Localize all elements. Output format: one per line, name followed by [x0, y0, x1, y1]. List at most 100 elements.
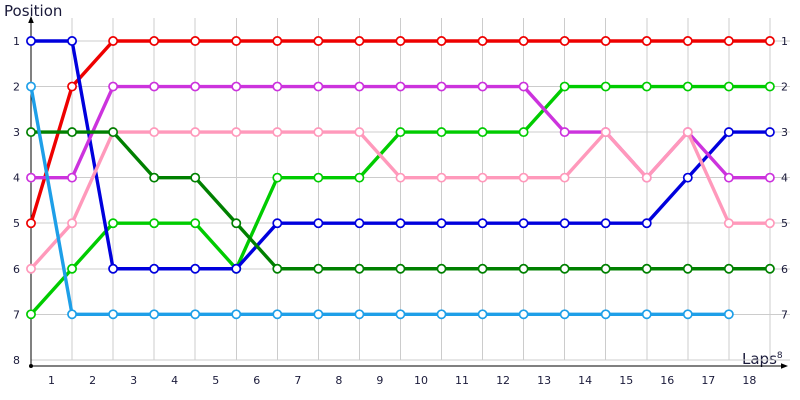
series-marker[interactable] — [149, 218, 160, 229]
series-marker[interactable] — [26, 127, 36, 138]
series-marker[interactable] — [600, 263, 611, 274]
series-marker[interactable] — [313, 172, 324, 183]
series-marker[interactable] — [26, 36, 36, 46]
series-marker[interactable] — [723, 127, 734, 138]
series-marker[interactable] — [190, 81, 201, 92]
series-marker[interactable] — [231, 36, 242, 46]
series-marker[interactable] — [272, 218, 283, 229]
series-marker[interactable] — [26, 309, 36, 320]
series-marker[interactable] — [559, 36, 570, 46]
series-marker[interactable] — [108, 263, 119, 274]
series-marker[interactable] — [108, 218, 119, 229]
series-marker[interactable] — [313, 36, 324, 46]
series-marker[interactable] — [682, 263, 693, 274]
series-marker[interactable] — [231, 263, 242, 274]
series-marker[interactable] — [436, 81, 447, 92]
series-marker[interactable] — [559, 263, 570, 274]
series-marker[interactable] — [641, 263, 652, 274]
series-marker[interactable] — [600, 218, 611, 229]
series-marker[interactable] — [723, 218, 734, 229]
series-marker[interactable] — [231, 309, 242, 320]
series-marker[interactable] — [723, 309, 734, 320]
series-marker[interactable] — [764, 81, 775, 92]
series-marker[interactable] — [190, 263, 201, 274]
series-marker[interactable] — [682, 127, 693, 138]
series-car-cyan[interactable] — [26, 81, 734, 320]
series-marker[interactable] — [764, 36, 775, 46]
series-marker[interactable] — [108, 81, 119, 92]
series-marker[interactable] — [26, 172, 36, 183]
series-marker[interactable] — [477, 218, 488, 229]
series-marker[interactable] — [190, 36, 201, 46]
series-marker[interactable] — [67, 81, 78, 92]
series-marker[interactable] — [723, 81, 734, 92]
series-marker[interactable] — [67, 127, 78, 138]
series-marker[interactable] — [313, 263, 324, 274]
series-car-red[interactable] — [26, 36, 775, 229]
series-marker[interactable] — [354, 81, 365, 92]
series-marker[interactable] — [518, 218, 529, 229]
series-marker[interactable] — [518, 309, 529, 320]
series-marker[interactable] — [149, 127, 160, 138]
series-marker[interactable] — [272, 81, 283, 92]
series-marker[interactable] — [190, 172, 201, 183]
series-marker[interactable] — [682, 81, 693, 92]
series-marker[interactable] — [26, 218, 36, 229]
series-car-blue[interactable] — [26, 36, 775, 274]
series-marker[interactable] — [313, 81, 324, 92]
series-marker[interactable] — [354, 172, 365, 183]
series-marker[interactable] — [395, 81, 406, 92]
series-car-green-dark[interactable] — [26, 127, 775, 274]
series-marker[interactable] — [231, 218, 242, 229]
series-marker[interactable] — [313, 127, 324, 138]
series-marker[interactable] — [67, 172, 78, 183]
series-marker[interactable] — [559, 309, 570, 320]
series-marker[interactable] — [272, 36, 283, 46]
series-marker[interactable] — [272, 309, 283, 320]
series-marker[interactable] — [559, 81, 570, 92]
series-marker[interactable] — [723, 36, 734, 46]
series-marker[interactable] — [477, 81, 488, 92]
series-marker[interactable] — [67, 263, 78, 274]
series-marker[interactable] — [190, 127, 201, 138]
series-marker[interactable] — [108, 309, 119, 320]
series-marker[interactable] — [600, 309, 611, 320]
series-marker[interactable] — [190, 218, 201, 229]
series-marker[interactable] — [764, 172, 775, 183]
series-car-pink[interactable] — [26, 127, 775, 274]
series-marker[interactable] — [149, 263, 160, 274]
series-marker[interactable] — [764, 263, 775, 274]
series-marker[interactable] — [682, 172, 693, 183]
series-marker[interactable] — [231, 81, 242, 92]
series-marker[interactable] — [190, 309, 201, 320]
series-marker[interactable] — [108, 36, 119, 46]
series-marker[interactable] — [436, 127, 447, 138]
series-marker[interactable] — [108, 127, 119, 138]
series-marker[interactable] — [600, 127, 611, 138]
series-marker[interactable] — [477, 309, 488, 320]
series-marker[interactable] — [559, 127, 570, 138]
series-marker[interactable] — [436, 36, 447, 46]
series-marker[interactable] — [682, 309, 693, 320]
series-marker[interactable] — [395, 263, 406, 274]
series-marker[interactable] — [518, 263, 529, 274]
series-marker[interactable] — [354, 309, 365, 320]
series-marker[interactable] — [518, 172, 529, 183]
series-marker[interactable] — [600, 81, 611, 92]
series-marker[interactable] — [518, 36, 529, 46]
series-marker[interactable] — [67, 218, 78, 229]
series-marker[interactable] — [518, 127, 529, 138]
series-marker[interactable] — [149, 309, 160, 320]
series-marker[interactable] — [477, 263, 488, 274]
series-marker[interactable] — [395, 218, 406, 229]
series-marker[interactable] — [600, 36, 611, 46]
series-marker[interactable] — [764, 218, 775, 229]
series-marker[interactable] — [436, 172, 447, 183]
series-marker[interactable] — [231, 127, 242, 138]
series-marker[interactable] — [559, 172, 570, 183]
series-marker[interactable] — [518, 81, 529, 92]
series-marker[interactable] — [67, 309, 78, 320]
series-marker[interactable] — [313, 218, 324, 229]
series-marker[interactable] — [436, 263, 447, 274]
series-marker[interactable] — [395, 127, 406, 138]
